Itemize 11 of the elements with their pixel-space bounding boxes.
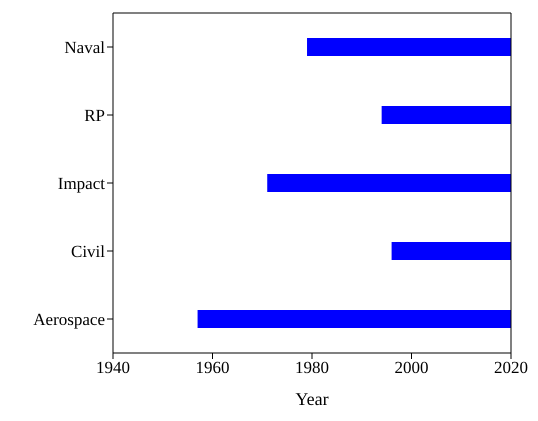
x-tick-label: 1940 <box>96 358 130 378</box>
x-tick-label: 1980 <box>295 358 329 378</box>
y-tick-label: Civil <box>70 242 106 262</box>
y-tick-label: Impact <box>58 174 106 194</box>
x-tick-label: 1960 <box>196 358 230 378</box>
x-tick-label: 2000 <box>394 358 428 378</box>
y-tick-label: RP <box>84 106 105 126</box>
x-axis-title: Year <box>295 389 329 409</box>
x-tick-label: 2020 <box>494 358 528 378</box>
y-tick-label: Aerospace <box>33 310 105 330</box>
y-tick-label: Naval <box>64 38 106 58</box>
